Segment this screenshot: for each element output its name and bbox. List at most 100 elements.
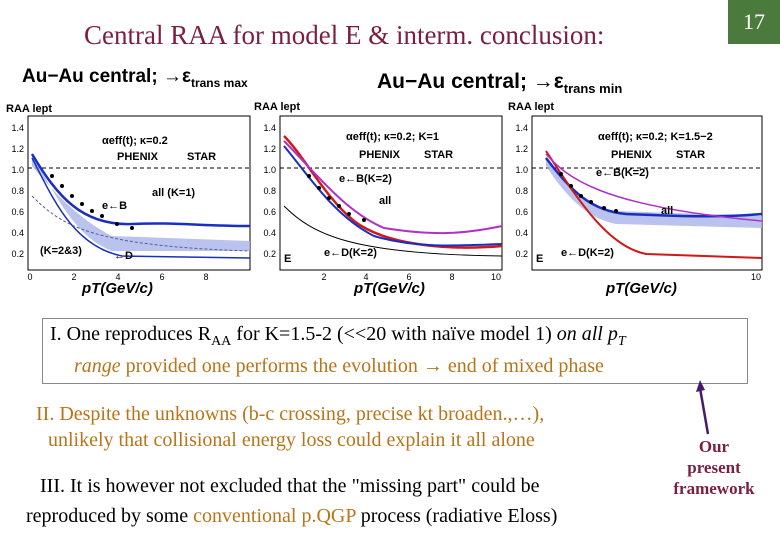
plot-panel-2: RAA lept 1.4 1.2 1.0 0.8 0.6 0.4 0.2 2 4… bbox=[254, 101, 503, 296]
c3-text-e: p.QGP bbox=[301, 505, 356, 527]
curve-red bbox=[545, 150, 763, 259]
curve-label: (K=2&3) bbox=[40, 245, 82, 257]
xlabel-3: pT(GeV/c) bbox=[605, 280, 677, 296]
model-label-2: αeff(t); κ=0.2; K=1 bbox=[346, 131, 439, 143]
ylabel-2: RAA lept bbox=[254, 101, 300, 113]
ytick: 1.2 bbox=[515, 144, 528, 154]
conclusion-box-1 bbox=[42, 318, 748, 384]
frame-2 bbox=[279, 115, 503, 271]
conclusion-2-line2: unlikely that collisional energy loss co… bbox=[48, 429, 535, 451]
ytick: 1.0 bbox=[263, 165, 276, 175]
curve-label: E bbox=[536, 253, 543, 265]
xtick: 2 bbox=[321, 272, 326, 282]
curve-label: all bbox=[661, 205, 673, 217]
curve-d bbox=[31, 195, 251, 252]
xtick: 4 bbox=[363, 272, 368, 282]
curve-label: ←D bbox=[114, 250, 133, 262]
slide-number: 17 bbox=[728, 0, 780, 44]
curve-all bbox=[545, 157, 763, 218]
ytick: 0.2 bbox=[263, 249, 276, 259]
ytick: 0.6 bbox=[11, 207, 24, 217]
header-right-sub: trans min bbox=[563, 81, 623, 97]
curve-label: E bbox=[284, 253, 291, 265]
c1-text-c: on all p bbox=[556, 323, 618, 345]
c1-text-d: range bbox=[74, 355, 121, 377]
side-note-line: Our bbox=[698, 437, 730, 456]
header-left: Au−Au central; →εtrans max bbox=[22, 66, 248, 90]
ytick: 0.8 bbox=[263, 186, 276, 196]
ytick: 0.2 bbox=[11, 249, 24, 259]
slide-title: Central RAA for model E & interm. conclu… bbox=[84, 20, 605, 50]
xtick: 10 bbox=[751, 272, 761, 282]
xtick: 2 bbox=[71, 272, 76, 282]
frame-3 bbox=[531, 115, 763, 271]
c3-text-c: conventional bbox=[193, 505, 297, 527]
header-right: Au−Au central; →εtrans min bbox=[377, 70, 622, 96]
ytick: 0.8 bbox=[11, 186, 24, 196]
band-shaded bbox=[32, 156, 250, 251]
legend-phenix-1: PHENIX bbox=[117, 151, 159, 163]
header-left-sub: trans max bbox=[190, 75, 248, 90]
xtick: 6 bbox=[406, 272, 411, 282]
arrow-up-icon bbox=[696, 380, 710, 435]
legend-phenix-2: PHENIX bbox=[359, 149, 401, 161]
model-label-1: αeff(t); κ=0.2 bbox=[102, 135, 168, 147]
side-note-line: present bbox=[687, 458, 741, 477]
conclusion-1-line2: range provided one performs the evolutio… bbox=[74, 354, 604, 379]
c3-text-b: reproduced by some bbox=[26, 505, 194, 527]
curve-all bbox=[30, 153, 251, 228]
data-points bbox=[50, 174, 134, 230]
plot-panel-3: RAA lept 1.4 1.2 1.0 0.8 0.6 0.4 0.2 10 … bbox=[508, 101, 763, 296]
conclusion-2-line1: II. Despite the unknowns (b-c crossing, … bbox=[36, 403, 545, 425]
xtick: 8 bbox=[203, 272, 208, 282]
curve-d bbox=[283, 205, 503, 257]
ytick: 0.4 bbox=[515, 228, 528, 238]
legend-star-2: STAR bbox=[424, 149, 453, 161]
curve-label: e←B bbox=[102, 200, 127, 212]
curve-label: e←B(K=2) bbox=[339, 173, 392, 185]
curve-label: all (K=1) bbox=[152, 187, 195, 199]
xlabel-1: pT(GeV/c) bbox=[81, 280, 153, 296]
ylabel-1: RAA lept bbox=[6, 103, 52, 115]
side-note: Our present framework bbox=[666, 436, 762, 499]
ytick: 0.2 bbox=[515, 249, 528, 259]
curve-label: e←D(K=2) bbox=[324, 247, 377, 259]
ytick: 1.0 bbox=[11, 165, 24, 175]
ytick: 1.4 bbox=[11, 123, 24, 133]
curve-label: all bbox=[379, 195, 391, 207]
curve-label: e←B(K=2) bbox=[596, 167, 649, 179]
ytick: 1.4 bbox=[515, 123, 528, 133]
c3-text-f: process (radiative Eloss) bbox=[355, 505, 558, 527]
xtick: 10 bbox=[491, 272, 501, 282]
frame-1 bbox=[27, 115, 251, 271]
ylabel-3: RAA lept bbox=[508, 101, 554, 113]
c1-sub2: T bbox=[617, 334, 626, 349]
legend-star-1: STAR bbox=[187, 151, 216, 163]
ytick: 1.2 bbox=[263, 144, 276, 154]
xtick: 6 bbox=[159, 272, 164, 282]
plot-panel-1: RAA lept 1.4 1.2 1.0 0.8 0.6 0.4 0.2 0 2… bbox=[6, 103, 251, 296]
conclusion-3-line1: III. It is however not excluded that the… bbox=[40, 475, 540, 497]
curve-label: e←D(K=2) bbox=[561, 247, 614, 259]
c1-sub: AA bbox=[211, 334, 232, 349]
ytick: 0.6 bbox=[515, 207, 528, 217]
c1-text-a: I. One reproduces R bbox=[50, 323, 212, 345]
xlabel-2: pT(GeV/c) bbox=[353, 280, 425, 296]
curve-b bbox=[31, 157, 251, 259]
header-right-text: Au−Au central; →ε bbox=[377, 70, 564, 93]
side-note-line: framework bbox=[673, 479, 755, 498]
data-points bbox=[307, 174, 366, 222]
ytick: 0.4 bbox=[11, 228, 24, 238]
ytick: 1.4 bbox=[263, 123, 276, 133]
c1-text-b: for K=1.5-2 (<<20 with naïve model 1) bbox=[231, 323, 557, 345]
c1-text-e: provided one performs the evolution → en… bbox=[120, 355, 604, 377]
ytick: 0.4 bbox=[263, 228, 276, 238]
ytick: 1.0 bbox=[515, 165, 528, 175]
band-shaded bbox=[546, 156, 762, 228]
conclusion-1-line1: I. One reproduces RAA for K=1.5-2 (<<20 … bbox=[50, 322, 626, 354]
xtick: 4 bbox=[115, 272, 120, 282]
xtick: 0 bbox=[27, 272, 32, 282]
model-label-3: αeff(t); κ=0.2; K=1.5−2 bbox=[598, 131, 713, 143]
xtick: 8 bbox=[449, 272, 454, 282]
curve-magenta bbox=[283, 140, 503, 235]
